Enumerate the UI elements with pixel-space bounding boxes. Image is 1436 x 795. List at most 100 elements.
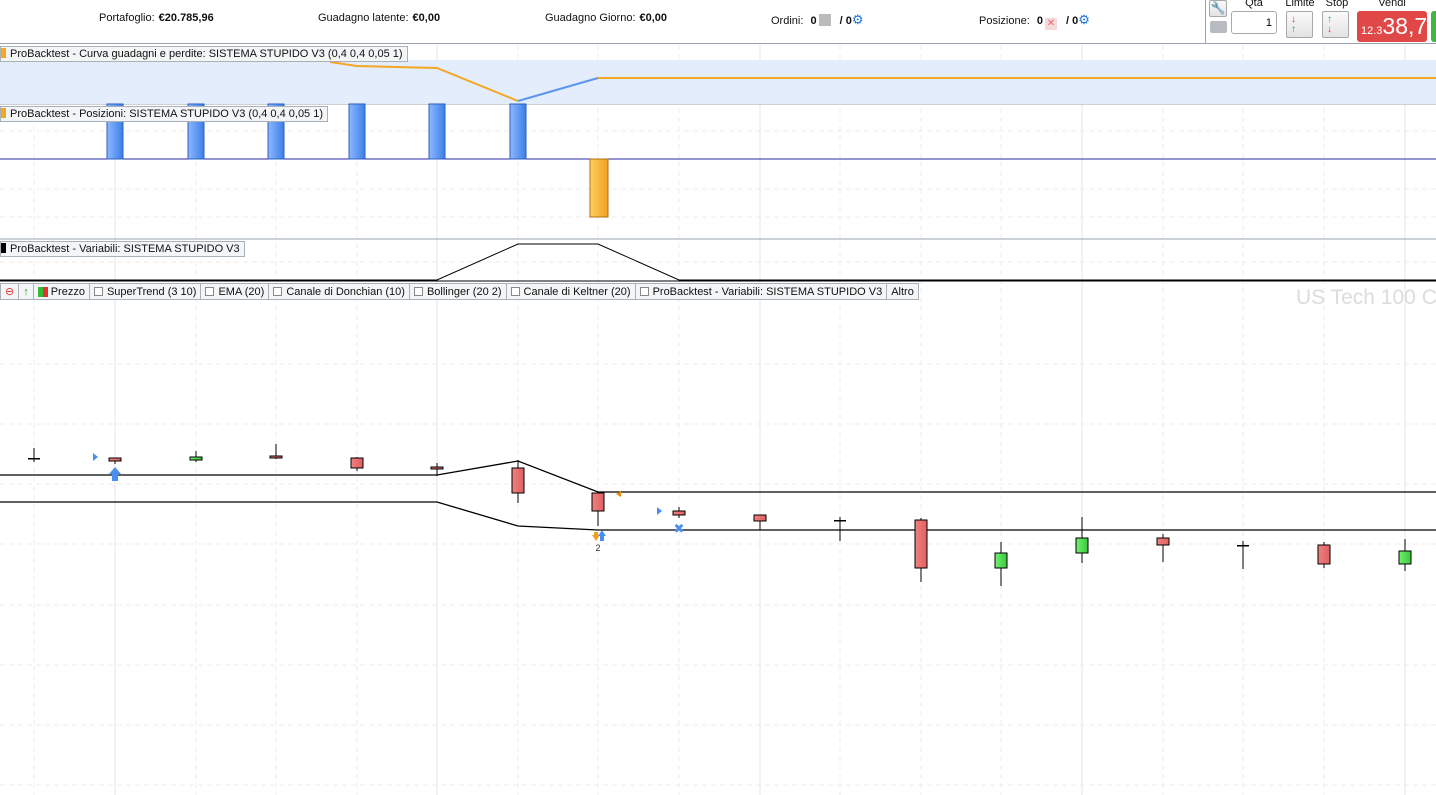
indicator-tab-supertrend[interactable]: SuperTrend (3 10) bbox=[89, 283, 202, 300]
position-bar-long bbox=[348, 103, 366, 160]
portfolio-value: €20.785,96 bbox=[158, 12, 214, 24]
position-bar-short bbox=[589, 158, 609, 218]
checkbox[interactable] bbox=[205, 287, 215, 296]
order-toolbar: 🔧 Qta Limite ↓↑ Stop ↑↓ Vendi 12.338,7 bbox=[1205, 0, 1436, 44]
candle-doji bbox=[28, 458, 40, 460]
instrument-watermark: US Tech 100 C bbox=[1296, 286, 1436, 309]
sell-button[interactable]: 12.338,7 bbox=[1357, 11, 1427, 42]
variables-panel-label: ProBacktest - Variabili: SISTEMA STUPIDO… bbox=[0, 241, 245, 257]
candle-doji bbox=[834, 520, 846, 522]
cancel-orders-icon[interactable] bbox=[818, 14, 831, 26]
indicator-label: EMA (20) bbox=[218, 285, 265, 298]
position-bar-long bbox=[509, 103, 527, 160]
sell-label: Vendi bbox=[1378, 0, 1406, 9]
candle-bearish bbox=[591, 492, 605, 512]
indicator-label: Altro bbox=[891, 285, 914, 298]
indicator-tab-ema[interactable]: EMA (20) bbox=[201, 283, 270, 300]
limit-label: Limite bbox=[1285, 0, 1315, 9]
price-color-icon bbox=[37, 286, 48, 297]
close-position-icon[interactable]: ✕ bbox=[1044, 18, 1057, 30]
candle-bearish bbox=[511, 467, 525, 494]
portfolio: Portafoglio: €20.785,96 bbox=[99, 12, 214, 24]
checkbox[interactable] bbox=[273, 287, 283, 296]
entry-marker-icon bbox=[657, 507, 662, 515]
orders-total: / 0 bbox=[839, 15, 852, 27]
account-bar: Portafoglio: €20.785,96 Guadagno latente:… bbox=[0, 0, 1436, 44]
indicator-tab-more[interactable]: Altro bbox=[887, 283, 919, 300]
candle-bearish bbox=[914, 519, 928, 569]
positions: Posizione: 0 ✕ / 0⚙ bbox=[979, 12, 1090, 30]
orders-label: Ordini: bbox=[771, 15, 804, 27]
indicator-tab-price[interactable]: Prezzo bbox=[33, 283, 90, 300]
indicator-label: Bollinger (20 2) bbox=[426, 285, 502, 298]
position-bar-long bbox=[428, 103, 446, 160]
quantity-input[interactable] bbox=[1231, 11, 1277, 34]
stop-label: Stop bbox=[1325, 0, 1349, 9]
qty-label: Qta bbox=[1245, 0, 1263, 9]
candle-bullish bbox=[189, 456, 203, 461]
candle-bearish bbox=[1156, 537, 1170, 546]
indicator-label: Canale di Donchian (10) bbox=[286, 285, 405, 298]
day-label: Guadagno Giorno: bbox=[545, 12, 636, 24]
orders-count: 0 bbox=[810, 15, 817, 27]
checkbox[interactable] bbox=[639, 287, 649, 296]
buy-arrow-icon bbox=[598, 530, 606, 541]
position-label: Posizione: bbox=[979, 15, 1030, 27]
portfolio-label: Portafoglio: bbox=[99, 12, 155, 24]
orders-settings-icon[interactable]: ⚙ bbox=[851, 12, 864, 27]
add-indicator-icon[interactable]: ↑ bbox=[19, 283, 34, 300]
sell-arrow-icon bbox=[592, 532, 600, 541]
checkbox[interactable] bbox=[413, 287, 423, 296]
trade-count-label: 2 bbox=[595, 543, 600, 553]
checkbox[interactable] bbox=[510, 287, 520, 296]
candle-doji bbox=[1237, 545, 1249, 547]
candle-bullish bbox=[1398, 550, 1412, 565]
remove-indicator-icon[interactable]: ⊖ bbox=[0, 283, 20, 300]
candle-bearish bbox=[672, 510, 686, 516]
buy-button[interactable] bbox=[1431, 11, 1436, 42]
indicator-tab-bollinger[interactable]: Bollinger (20 2) bbox=[409, 283, 507, 300]
exit-marker-icon bbox=[616, 491, 621, 497]
candle-bearish bbox=[350, 457, 364, 469]
day-value: €0,00 bbox=[639, 12, 668, 24]
candle-bearish bbox=[753, 514, 767, 522]
candle-bullish bbox=[994, 552, 1008, 569]
indicator-label: SuperTrend (3 10) bbox=[106, 285, 197, 298]
latent-value: €0,00 bbox=[412, 12, 441, 24]
day-gain: Guadagno Giorno: €0,00 bbox=[545, 12, 667, 24]
latent-label: Guadagno latente: bbox=[318, 12, 409, 24]
entry-marker-icon bbox=[93, 453, 98, 461]
indicator-tab-keltner[interactable]: Canale di Keltner (20) bbox=[506, 283, 636, 300]
variables-panel-title: ProBacktest - Variabili: SISTEMA STUPIDO… bbox=[10, 243, 240, 255]
indicator-label: ProBacktest - Variabili: SISTEMA STUPIDO… bbox=[652, 285, 883, 298]
equity-panel-title: ProBacktest - Curva guadagni e perdite: … bbox=[10, 48, 403, 60]
indicator-tab-probacktest[interactable]: ProBacktest - Variabili: SISTEMA STUPIDO… bbox=[635, 283, 888, 300]
indicator-label: Prezzo bbox=[50, 285, 85, 298]
equity-curve-loss bbox=[329, 61, 519, 102]
wrench-icon[interactable]: 🔧 bbox=[1209, 0, 1227, 17]
equity-fill bbox=[0, 60, 1436, 104]
candle-bearish bbox=[430, 466, 444, 470]
channel-upper bbox=[0, 460, 1436, 493]
channel-lower bbox=[0, 501, 1436, 531]
sell-price-big: 38,7 bbox=[1382, 13, 1428, 39]
latent-gain: Guadagno latente: €0,00 bbox=[318, 12, 440, 24]
position-count: 0 bbox=[1036, 15, 1043, 27]
keyboard-icon[interactable] bbox=[1210, 21, 1227, 33]
checkbox[interactable] bbox=[93, 287, 103, 296]
position-settings-icon[interactable]: ⚙ bbox=[1078, 12, 1090, 27]
indicator-label: Canale di Keltner (20) bbox=[523, 285, 631, 298]
limit-order-button[interactable]: ↓ ↑ bbox=[1286, 11, 1313, 38]
equity-curve-gain bbox=[517, 77, 599, 102]
position-total: / 0 bbox=[1066, 15, 1079, 27]
sell-price-small: 12.3 bbox=[1361, 25, 1383, 37]
variable-line bbox=[0, 243, 1436, 281]
stop-order-button[interactable]: ↑ ↓ bbox=[1322, 11, 1349, 38]
candle-bearish bbox=[269, 455, 283, 459]
positions-panel-title: ProBacktest - Posizioni: SISTEMA STUPIDO… bbox=[10, 108, 324, 120]
positions-panel-label: ProBacktest - Posizioni: SISTEMA STUPIDO… bbox=[0, 106, 329, 122]
close-position-marker-icon: ✖ bbox=[674, 522, 685, 537]
indicator-tab-donchian[interactable]: Canale di Donchian (10) bbox=[269, 283, 410, 300]
candle-bearish bbox=[1317, 544, 1331, 565]
